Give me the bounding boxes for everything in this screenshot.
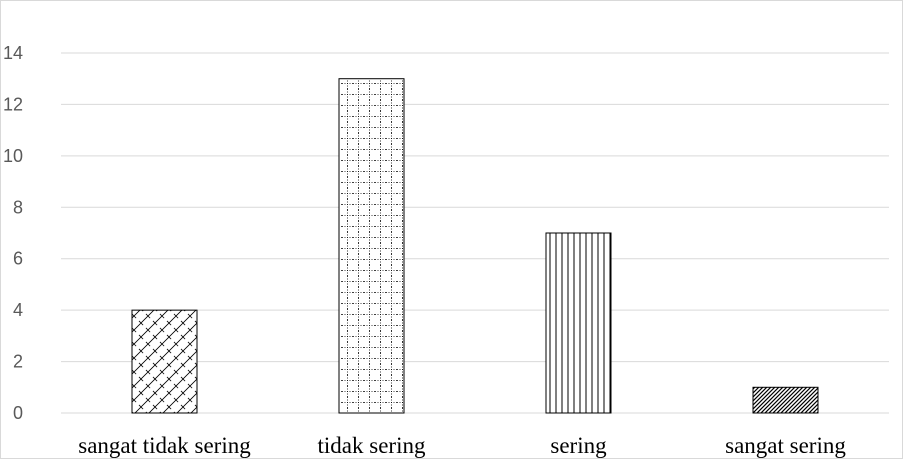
y-tick-label: 2 bbox=[13, 352, 23, 372]
x-tick-label: sangat tidak sering bbox=[78, 433, 251, 458]
y-tick-label: 6 bbox=[13, 249, 23, 269]
y-tick-label: 14 bbox=[3, 43, 23, 63]
x-axis-ticks: sangat tidak sering tidak sering sering san… bbox=[78, 433, 846, 458]
y-axis-ticks: 0 2 4 6 8 10 12 14 bbox=[3, 43, 23, 423]
bar-sangat-tidak-sering bbox=[131, 309, 198, 414]
gridlines bbox=[61, 52, 889, 414]
bar-tidak-sering bbox=[338, 78, 405, 414]
bar-sering bbox=[545, 232, 612, 414]
x-tick-label: tidak sering bbox=[318, 433, 426, 458]
y-tick-label: 4 bbox=[13, 300, 23, 320]
bar-sangat-sering bbox=[752, 386, 819, 414]
y-tick-label: 8 bbox=[13, 197, 23, 217]
bars bbox=[131, 78, 819, 414]
x-tick-label: sangat sering bbox=[725, 433, 846, 458]
y-tick-label: 12 bbox=[3, 94, 23, 114]
x-tick-label: sering bbox=[550, 433, 607, 458]
y-tick-label: 10 bbox=[3, 146, 23, 166]
y-tick-label: 0 bbox=[13, 403, 23, 423]
